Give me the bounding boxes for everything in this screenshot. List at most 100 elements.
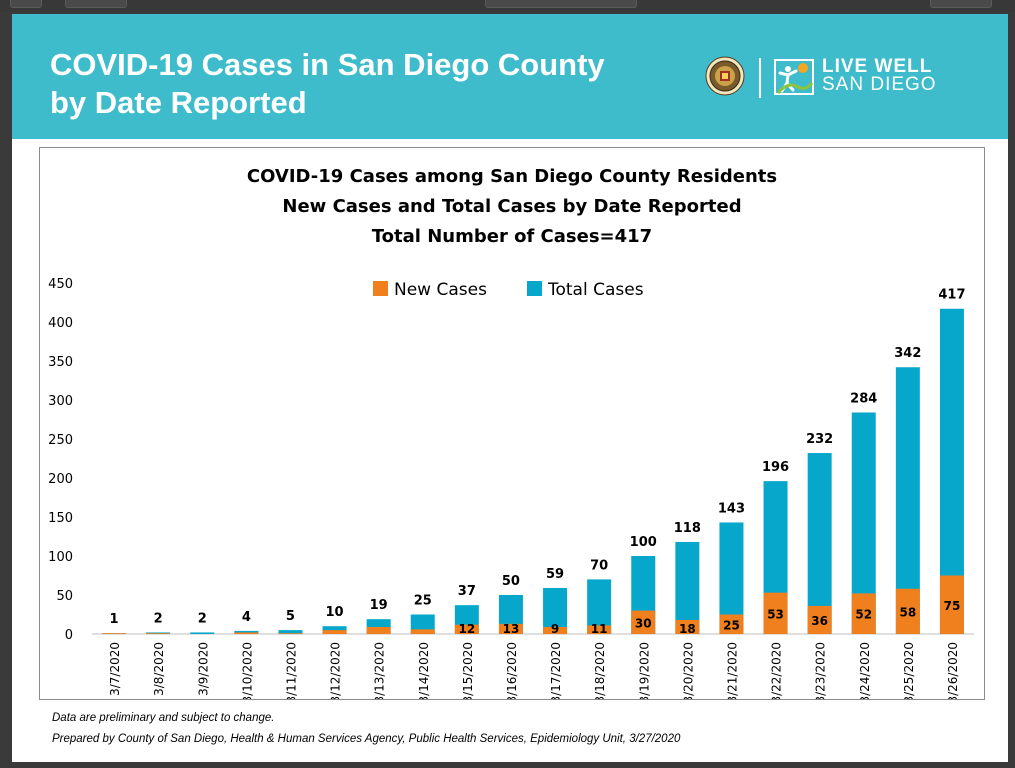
total-cases-data-label: 59 (546, 567, 564, 582)
total-cases-data-label: 25 (414, 594, 432, 609)
new-cases-bar (807, 605, 832, 634)
total-cases-data-label: 284 (850, 391, 877, 406)
new-cases-bar (939, 575, 964, 634)
logo-text-line2: SAN DIEGO (822, 74, 937, 95)
total-cases-data-label: 4 (242, 610, 251, 625)
x-tick-label: 3/19/2020 (637, 642, 651, 699)
new-cases-data-label: 30 (635, 616, 652, 630)
chart-subtitle-total: Total Number of Cases=417 (371, 226, 653, 247)
new-cases-data-label: 12 (458, 622, 475, 636)
live-well-logo-text: LIVE WELL SAN DIEGO (822, 56, 937, 95)
x-tick-label: 3/8/2020 (152, 642, 166, 696)
y-tick-label: 100 (48, 550, 73, 565)
new-cases-data-label: 53 (767, 607, 784, 621)
x-tick-label: 3/15/2020 (461, 642, 475, 699)
legend-label-total-cases: Total Cases (547, 280, 644, 300)
page-title-line1: COVID-19 Cases in San Diego County (50, 47, 605, 82)
y-tick-label: 350 (48, 355, 73, 370)
logo-text-line1: LIVE WELL (822, 56, 933, 77)
total-cases-data-label: 2 (198, 611, 207, 626)
county-seal-icon (705, 56, 745, 96)
new-cases-bar (454, 624, 479, 634)
total-cases-bar (190, 632, 215, 634)
new-cases-data-label: 58 (899, 605, 916, 619)
y-tick-label: 300 (48, 394, 73, 409)
new-cases-bar (631, 610, 656, 634)
new-cases-bar (146, 633, 171, 634)
new-cases-bar (410, 629, 435, 634)
x-tick-label: 3/11/2020 (284, 642, 298, 699)
zoom-select[interactable] (485, 0, 637, 8)
total-cases-data-label: 37 (458, 584, 476, 599)
x-tick-label: 3/26/2020 (946, 642, 960, 699)
total-cases-data-label: 70 (590, 558, 608, 573)
x-tick-label: 3/17/2020 (549, 642, 563, 699)
new-cases-data-label: 9 (551, 622, 559, 636)
total-cases-data-label: 417 (938, 288, 965, 303)
new-cases-bar (322, 630, 347, 634)
toolbar-button-back[interactable] (10, 0, 42, 8)
x-tick-label: 3/7/2020 (108, 642, 122, 696)
x-tick-label: 3/21/2020 (725, 642, 739, 699)
slide: COVID-19 Cases in San Diego County by Da… (12, 14, 1008, 762)
y-tick-label: 200 (48, 472, 73, 487)
chart-title: COVID-19 Cases among San Diego County Re… (246, 166, 778, 187)
toolbar-button-page[interactable] (65, 0, 127, 8)
new-cases-data-label: 52 (855, 608, 872, 622)
total-cases-bar (410, 614, 435, 634)
x-tick-label: 3/12/2020 (329, 642, 343, 699)
new-cases-data-label: 75 (944, 599, 961, 613)
total-cases-data-label: 50 (502, 574, 520, 589)
chart-frame: COVID-19 Cases among San Diego County Re… (39, 147, 985, 700)
total-cases-bar (543, 587, 568, 634)
total-cases-bar (675, 541, 700, 634)
y-tick-label: 450 (48, 277, 73, 292)
new-cases-bar (102, 633, 127, 634)
header-banner: COVID-19 Cases in San Diego County by Da… (12, 14, 1008, 139)
new-cases-bar (587, 625, 612, 634)
x-tick-label: 3/25/2020 (902, 642, 916, 699)
x-tick-label: 3/23/2020 (814, 642, 828, 699)
new-cases-bar (366, 626, 391, 634)
y-tick-label: 0 (65, 628, 73, 643)
new-cases-data-label: 25 (723, 618, 740, 632)
x-tick-label: 3/22/2020 (770, 642, 784, 699)
total-cases-bar (278, 630, 303, 634)
total-cases-data-label: 19 (370, 598, 388, 613)
total-cases-bar (146, 632, 171, 634)
x-tick-label: 3/16/2020 (505, 642, 519, 699)
footnotes: Data are preliminary and subject to chan… (52, 708, 680, 750)
total-cases-bar (587, 579, 612, 634)
total-cases-bar (322, 626, 347, 634)
new-cases-bar (763, 592, 788, 634)
new-cases-bar (851, 593, 876, 634)
chart-subtitle: New Cases and Total Cases by Date Report… (282, 196, 742, 217)
toolbar-button-tools[interactable] (930, 0, 992, 8)
total-cases-data-label: 2 (154, 611, 163, 626)
bar-chart: 05010015020025030035040045013/7/202023/8… (48, 277, 974, 699)
total-cases-data-label: 118 (674, 521, 701, 536)
logo-divider (759, 58, 761, 98)
new-cases-bar (719, 614, 744, 634)
total-cases-data-label: 1 (110, 612, 119, 627)
y-tick-label: 150 (48, 511, 73, 526)
new-cases-bar (543, 626, 568, 634)
new-cases-bar (895, 588, 920, 634)
legend-swatch-new-cases (373, 281, 388, 296)
y-tick-label: 400 (48, 316, 73, 331)
x-tick-label: 3/24/2020 (858, 642, 872, 699)
y-tick-label: 50 (56, 589, 73, 604)
total-cases-data-label: 143 (718, 501, 745, 516)
legend-swatch-total-cases (527, 281, 542, 296)
x-tick-label: 3/18/2020 (593, 642, 607, 699)
total-cases-bar (807, 453, 832, 634)
page-title: COVID-19 Cases in San Diego County by Da… (50, 46, 605, 122)
viewer-toolbar (0, 0, 1015, 12)
live-well-logo-icon (774, 59, 814, 95)
new-cases-data-label: 36 (811, 614, 828, 628)
y-tick-label: 250 (48, 433, 73, 448)
new-cases-bar (675, 619, 700, 634)
x-tick-label: 3/20/2020 (681, 642, 695, 699)
new-cases-data-label: 13 (503, 622, 520, 636)
new-cases-data-label: 11 (591, 622, 608, 636)
